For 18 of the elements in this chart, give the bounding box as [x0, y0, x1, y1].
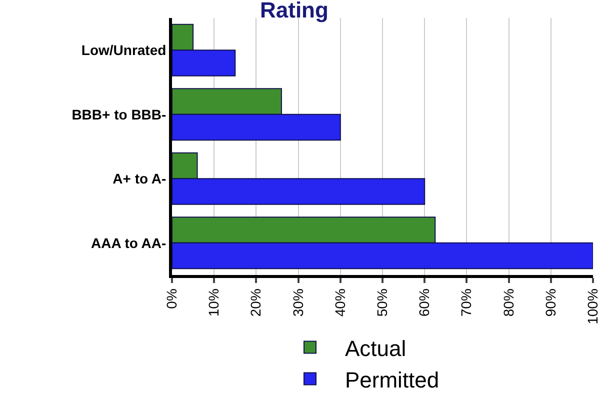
x-tick-label: 20%: [248, 288, 264, 317]
x-tick-label: 10%: [206, 288, 222, 317]
x-tick-label: 80%: [500, 288, 516, 317]
chart-title: Rating: [260, 0, 328, 22]
x-tick-label: 30%: [290, 288, 306, 317]
x-tick-label: 60%: [416, 288, 432, 317]
x-tick-label: 50%: [374, 288, 390, 317]
x-tick-label: 0%: [164, 288, 180, 309]
y-tick-label: A+ to A-: [112, 170, 167, 187]
x-tick-label: 100%: [584, 288, 601, 324]
y-tick-label: Low/Unrated: [81, 42, 166, 58]
x-tick-label: 40%: [332, 288, 348, 317]
x-tick-label: 70%: [458, 288, 474, 317]
legend-label: Permitted: [345, 367, 440, 392]
y-tick-label: BBB+ to BBB-: [72, 106, 167, 122]
x-tick-label: 90%: [542, 288, 558, 317]
y-tick-label: AAA to AA-: [91, 234, 167, 251]
legend-label: Actual: [345, 336, 406, 361]
